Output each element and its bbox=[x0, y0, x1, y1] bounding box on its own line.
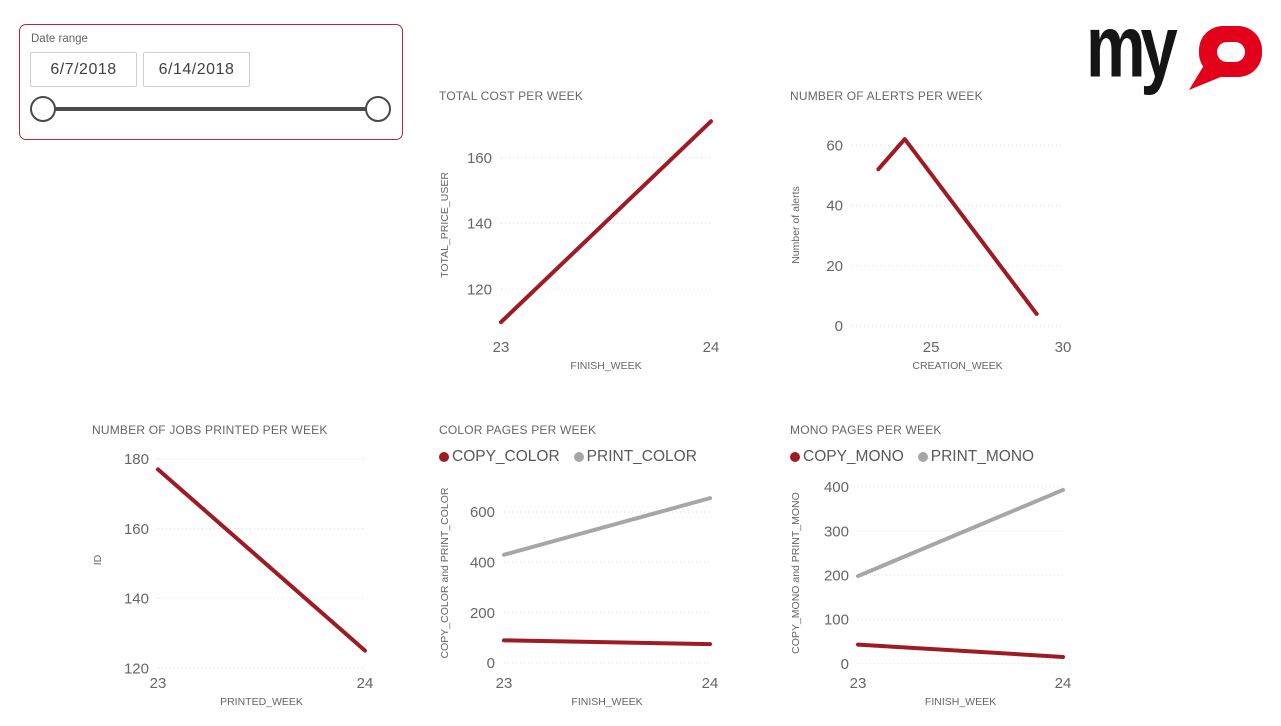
y-tick-label: 40 bbox=[826, 198, 843, 215]
chart-legend: COPY_COLOR PRINT_COLOR bbox=[437, 442, 740, 472]
x-tick-label: 23 bbox=[150, 675, 167, 692]
y-tick-label: 600 bbox=[470, 504, 495, 521]
y-tick-label: 120 bbox=[467, 281, 492, 298]
date-range-slider-track[interactable] bbox=[43, 107, 378, 111]
chart-title: MONO PAGES PER WEEK bbox=[790, 423, 942, 437]
svg-text:my: my bbox=[1086, 0, 1178, 96]
legend-label: COPY_MONO bbox=[803, 448, 904, 465]
x-axis-label: FINISH_WEEK bbox=[570, 360, 641, 372]
chart-color-pages-per-week[interactable]: COLOR PAGES PER WEEK COPY_COLOR PRINT_COLO… bbox=[437, 420, 740, 714]
x-tick-label: 23 bbox=[493, 339, 510, 356]
y-tick-label: 140 bbox=[467, 216, 492, 233]
y-tick-label: 180 bbox=[124, 451, 149, 468]
x-axis-label: PRINTED_WEEK bbox=[220, 696, 303, 708]
x-tick-label: 23 bbox=[850, 675, 867, 692]
y-tick-label: 200 bbox=[470, 605, 495, 622]
y-tick-label: 120 bbox=[124, 660, 149, 677]
y-axis-label: COPY_COLOR and PRINT_COLOR bbox=[439, 487, 451, 658]
chart-title: TOTAL COST PER WEEK bbox=[439, 89, 584, 103]
legend-label: PRINT_COLOR bbox=[586, 448, 697, 465]
chart-plot-area[interactable]: 0 20 40 60 25 30 CREATION_WEEK Number of alerts bbox=[788, 108, 1088, 378]
series-line-print-mono[interactable] bbox=[856, 487, 1065, 579]
series-line-id[interactable] bbox=[156, 467, 367, 653]
y-tick-label: 200 bbox=[824, 567, 849, 584]
y-tick-label: 0 bbox=[835, 318, 843, 335]
series-line-total-price-user[interactable] bbox=[499, 119, 713, 325]
legend-item-copy-mono[interactable]: COPY_MONO bbox=[790, 448, 904, 466]
chart-total-cost-per-week[interactable]: TOTAL COST PER WEEK 120 140 160 23 24 FINISH_W… bbox=[437, 86, 737, 378]
x-tick-label: 30 bbox=[1055, 339, 1072, 356]
date-range-label: Date range bbox=[31, 33, 88, 45]
x-axis-label: CREATION_WEEK bbox=[912, 360, 1002, 372]
legend-dot-icon bbox=[790, 452, 800, 462]
chart-plot-area[interactable]: 120 140 160 23 24 FINISH_WEEK TOTAL_PRICE_USER bbox=[437, 108, 737, 378]
end-date-input[interactable]: 6/14/2018 bbox=[143, 52, 250, 87]
y-tick-label: 60 bbox=[826, 137, 843, 154]
y-tick-label: 20 bbox=[826, 258, 843, 275]
y-tick-label: 400 bbox=[470, 555, 495, 572]
chart-legend: COPY_MONO PRINT_MONO bbox=[788, 442, 1091, 472]
x-tick-label: 24 bbox=[702, 675, 719, 692]
x-axis-label: FINISH_WEEK bbox=[925, 696, 996, 708]
y-tick-label: 160 bbox=[467, 150, 492, 167]
series-line-copy-mono[interactable] bbox=[856, 642, 1065, 659]
series-line-print-color[interactable] bbox=[502, 496, 712, 557]
chart-number-of-alerts-per-week[interactable]: NUMBER OF ALERTS PER WEEK 0 20 40 60 25 30 CREA… bbox=[788, 86, 1088, 378]
date-range-slider-handle-start[interactable] bbox=[30, 96, 56, 122]
chart-plot-area[interactable]: 0 200 400 600 23 24 FINISH_WEEK COPY_COLOR and … bbox=[437, 472, 740, 714]
chart-title: NUMBER OF ALERTS PER WEEK bbox=[790, 89, 983, 103]
x-tick-label: 24 bbox=[703, 339, 720, 356]
chart-plot-area[interactable]: 0 100 200 300 400 23 24 FINISH_WEEK COPY_MONO an… bbox=[788, 472, 1091, 714]
x-tick-label: 24 bbox=[1055, 675, 1072, 692]
y-tick-label: 140 bbox=[124, 591, 149, 608]
myq-logo-q-shape bbox=[1189, 26, 1262, 90]
chart-title: NUMBER OF JOBS PRINTED PER WEEK bbox=[92, 423, 328, 437]
y-axis-label: Number of alerts bbox=[790, 186, 802, 264]
date-range-slicer: Date range 6/7/2018 6/14/2018 bbox=[19, 24, 403, 140]
y-tick-label: 0 bbox=[487, 655, 495, 672]
y-tick-label: 400 bbox=[824, 479, 849, 496]
legend-label: COPY_COLOR bbox=[452, 448, 560, 465]
legend-item-print-color[interactable]: PRINT_COLOR bbox=[573, 448, 697, 466]
y-axis-label: TOTAL_PRICE_USER bbox=[439, 172, 451, 278]
myq-logo: my bbox=[1086, 0, 1271, 100]
y-tick-label: 160 bbox=[124, 521, 149, 538]
chart-plot-area[interactable]: 120 140 160 180 23 24 PRINTED_WEEK ID bbox=[90, 442, 410, 714]
start-date-input[interactable]: 6/7/2018 bbox=[30, 52, 137, 87]
chart-title: COLOR PAGES PER WEEK bbox=[439, 423, 597, 437]
x-tick-label: 23 bbox=[496, 675, 513, 692]
x-tick-label: 24 bbox=[357, 675, 374, 692]
series-line-copy-color[interactable] bbox=[502, 638, 712, 647]
x-axis-label: FINISH_WEEK bbox=[571, 696, 642, 708]
legend-dot-icon bbox=[439, 452, 449, 462]
series-line-number-of-alerts[interactable] bbox=[876, 137, 1039, 316]
x-tick-label: 25 bbox=[923, 339, 940, 356]
date-range-slider-handle-end[interactable] bbox=[365, 96, 391, 122]
legend-dot-icon bbox=[917, 452, 928, 462]
chart-mono-pages-per-week[interactable]: MONO PAGES PER WEEK COPY_MONO PRINT_MONO 0 1… bbox=[788, 420, 1091, 714]
y-tick-label: 0 bbox=[841, 656, 849, 673]
myq-logo-my-text: my bbox=[1086, 0, 1183, 96]
legend-label: PRINT_MONO bbox=[930, 448, 1035, 465]
chart-number-of-jobs-printed-per-week[interactable]: NUMBER OF JOBS PRINTED PER WEEK 120 140 160… bbox=[90, 420, 410, 714]
legend-item-copy-color[interactable]: COPY_COLOR bbox=[439, 448, 560, 466]
y-axis-label: COPY_MONO and PRINT_MONO bbox=[790, 492, 802, 654]
legend-dot-icon bbox=[573, 452, 584, 462]
y-axis-label: ID bbox=[92, 554, 104, 565]
y-tick-label: 100 bbox=[824, 612, 849, 629]
legend-item-print-mono[interactable]: PRINT_MONO bbox=[917, 448, 1035, 466]
y-tick-label: 300 bbox=[824, 523, 849, 540]
